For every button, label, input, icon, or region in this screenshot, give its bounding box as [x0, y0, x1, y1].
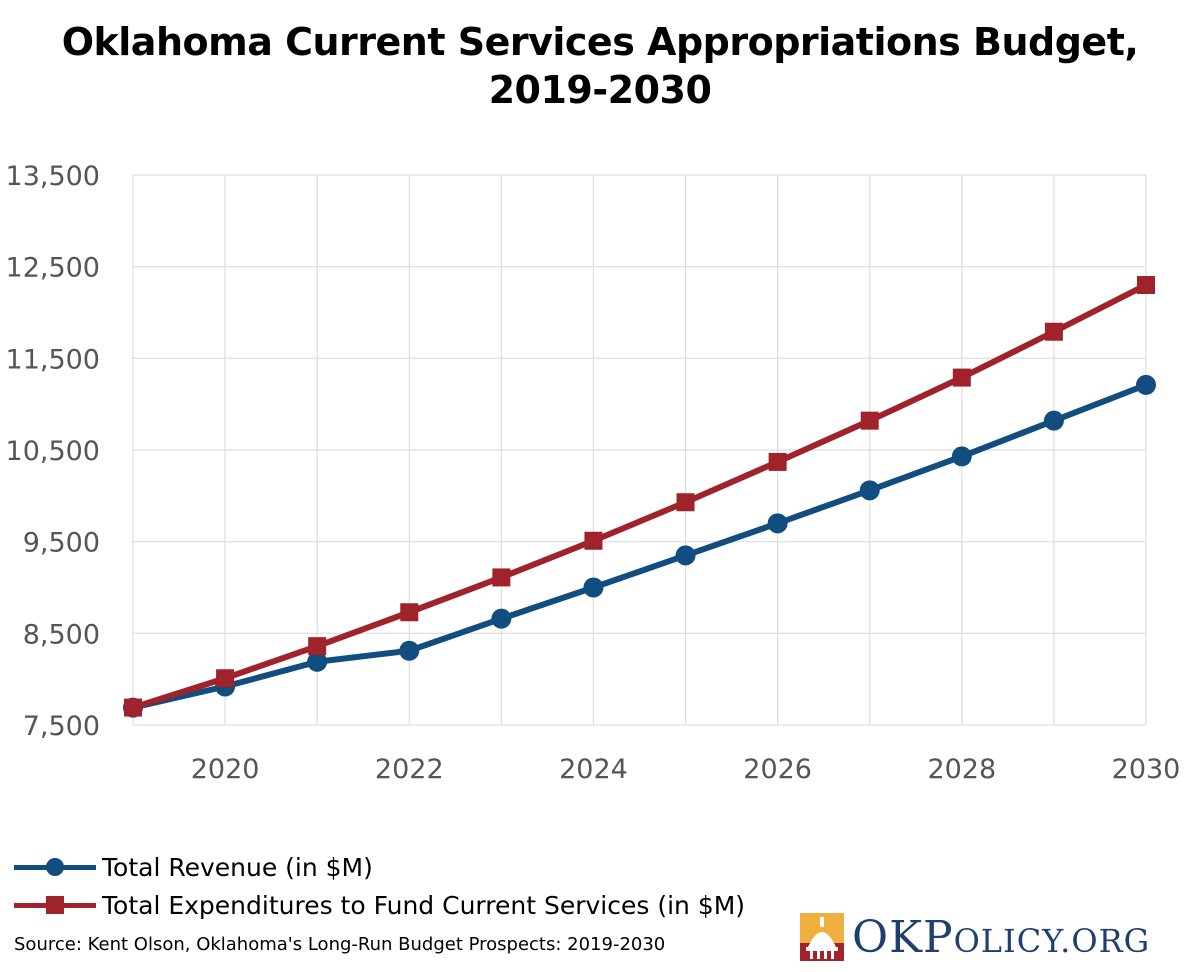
series-line: [132, 382, 1148, 711]
line-chart: 7,500 8,500 9,500 10,500 11,500 12,500 13,500 2…: [6, 161, 1181, 785]
axes: 7,500 8,500 9,500 10,500 11,500 12,500 13,500 2…: [6, 161, 1181, 785]
series: [123, 276, 1156, 718]
data-point: [584, 531, 603, 550]
x-tick-label: 2024: [559, 754, 628, 785]
data-point: [399, 640, 420, 661]
data-point: [583, 577, 604, 598]
data-point: [491, 608, 512, 629]
logo-text-p: P: [922, 911, 954, 963]
data-point: [860, 411, 879, 430]
y-tick-label: 7,500: [23, 711, 100, 742]
legend-swatch-expenditures: [14, 890, 96, 920]
legend-label-expenditures: Total Expenditures to Fund Current Servi…: [102, 890, 746, 920]
chart-title: Oklahoma Current Services Appropriations…: [0, 18, 1200, 114]
data-point: [859, 480, 880, 501]
data-point: [124, 698, 142, 717]
y-tick-label: 12,500: [6, 253, 100, 284]
x-tick-label: 2020: [191, 754, 260, 785]
y-tick-label: 10,500: [6, 436, 100, 467]
data-point: [216, 669, 235, 688]
series-line: [132, 282, 1148, 711]
data-point: [307, 651, 328, 672]
data-point: [492, 568, 511, 587]
source-note: Source: Kent Olson, Oklahoma's Long-Run …: [14, 934, 666, 955]
capitol-dome-icon: [800, 913, 844, 961]
data-point: [1137, 276, 1155, 294]
chart-title-line-2: 2019-2030: [488, 68, 712, 112]
y-tick-label: 8,500: [23, 619, 100, 650]
grid: [132, 174, 1147, 726]
data-point: [400, 603, 419, 622]
data-point: [676, 493, 695, 512]
y-tick-label: 13,500: [6, 161, 100, 192]
legend-item-expenditures: Total Expenditures to Fund Current Servi…: [14, 886, 745, 924]
data-point: [675, 545, 696, 566]
data-point: [952, 368, 971, 387]
legend-label-revenue: Total Revenue (in $M): [102, 852, 373, 882]
x-tick-label: 2026: [743, 754, 812, 785]
data-point: [951, 446, 972, 467]
series-revenue: [123, 374, 1156, 718]
legend-swatch-revenue: [14, 852, 96, 882]
logo-wordmark: OKPOLICY.ORG: [852, 912, 1150, 963]
y-tick-label: 11,500: [6, 344, 100, 375]
data-point: [1044, 322, 1063, 341]
data-point: [308, 637, 327, 656]
x-tick-label: 2030: [1112, 754, 1181, 785]
data-point: [767, 513, 788, 534]
okpolicy-logo: OKPOLICY.ORG: [800, 910, 1150, 964]
series-expenditures: [124, 276, 1155, 717]
x-tick-label: 2022: [375, 754, 444, 785]
y-tick-label: 9,500: [23, 528, 100, 559]
data-point: [1136, 374, 1156, 395]
x-tick-label: 2028: [927, 754, 996, 785]
legend-item-revenue: Total Revenue (in $M): [14, 848, 745, 886]
data-point: [1043, 410, 1064, 431]
chart-title-line-1: Oklahoma Current Services Appropriations…: [61, 20, 1139, 64]
legend: Total Revenue (in $M) Total Expenditures…: [14, 848, 745, 924]
logo-text-ok: OK: [852, 911, 923, 963]
logo-text-olicy: OLICY: [953, 921, 1061, 960]
data-point: [768, 452, 787, 471]
logo-text-org: .ORG: [1060, 921, 1151, 960]
